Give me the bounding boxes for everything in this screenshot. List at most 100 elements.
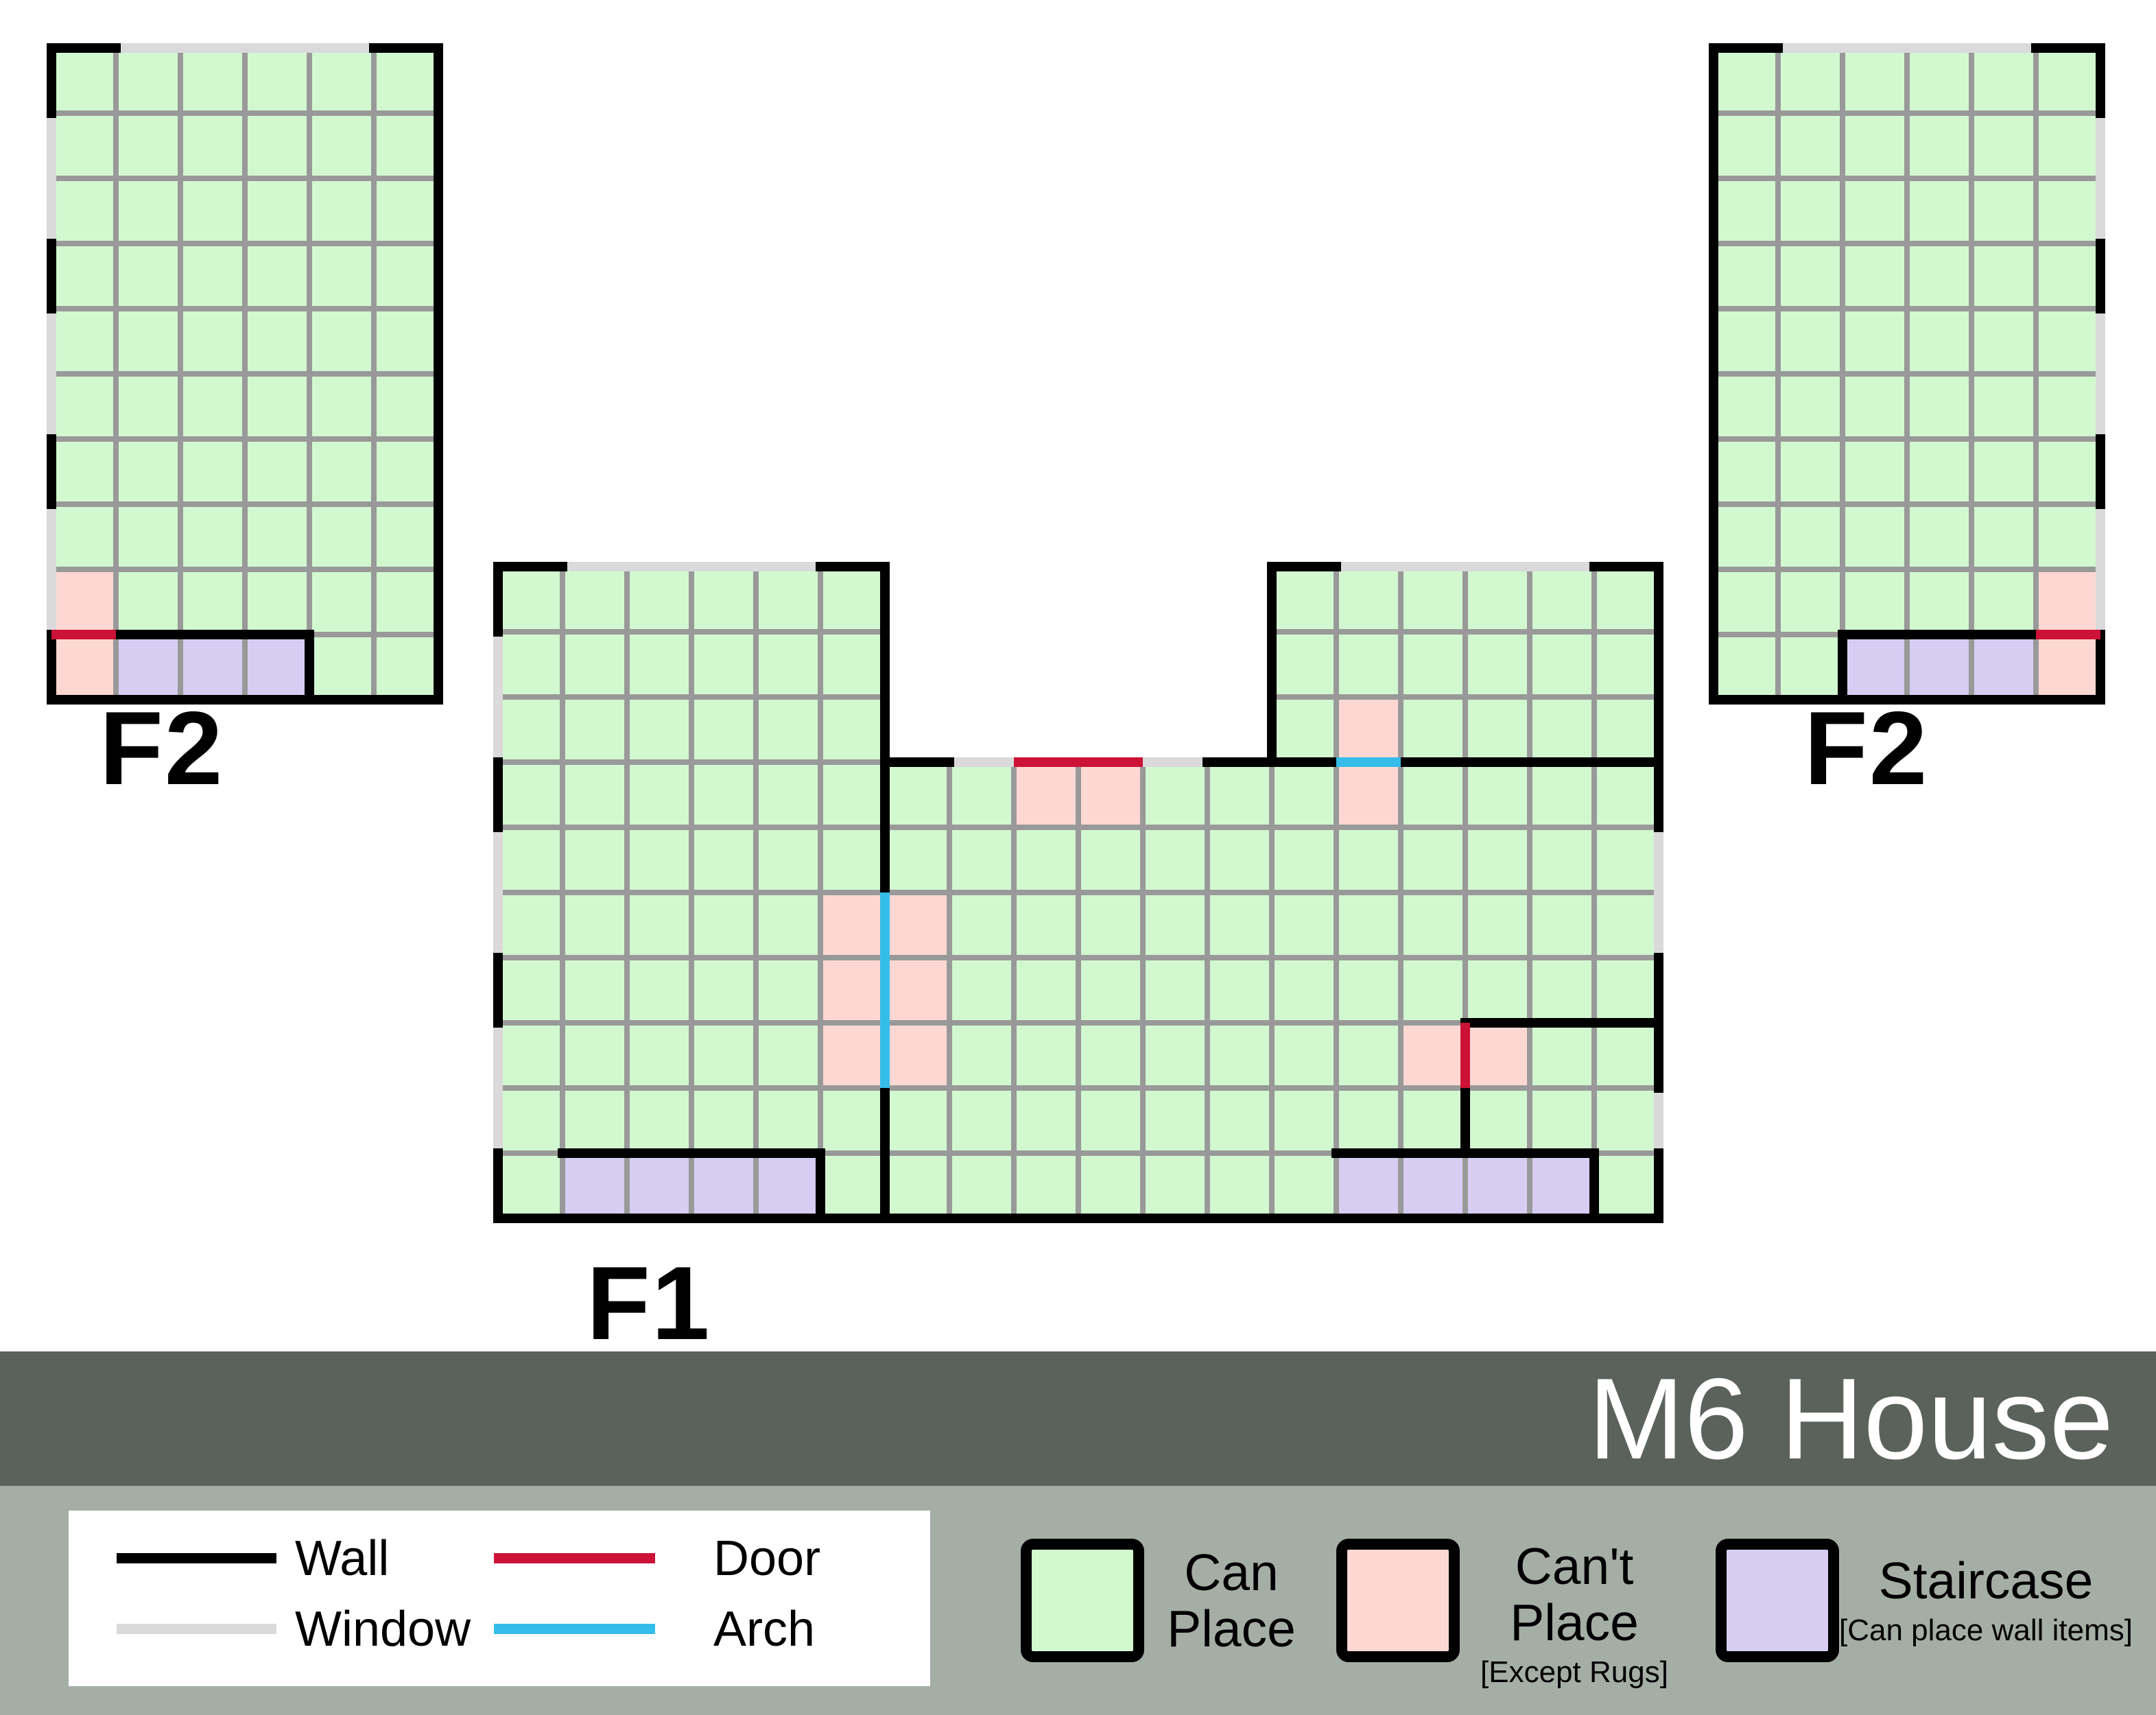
grid-cell	[1078, 1023, 1143, 1088]
grid-cell	[949, 1153, 1014, 1218]
grid-cell	[1778, 569, 1843, 635]
grid-cell	[1143, 762, 1207, 827]
grid-cell	[756, 1088, 820, 1153]
wall-segment	[1709, 695, 2105, 705]
grid-cell	[1530, 892, 1594, 958]
wall-segment	[493, 562, 567, 571]
grid-cell	[1907, 113, 1971, 178]
wall-segment	[1331, 1148, 1599, 1158]
grid-cell	[1078, 892, 1143, 958]
grid-cell	[820, 892, 885, 958]
wall-segment	[1654, 562, 1663, 832]
grid-cell	[1401, 958, 1465, 1023]
grid-cell	[1078, 1153, 1143, 1218]
window-legend-label: Window	[295, 1602, 471, 1657]
grid-cell	[309, 635, 374, 700]
can-place-swatch	[1021, 1539, 1144, 1662]
grid-cell	[1014, 1023, 1078, 1088]
grid-cell	[1014, 1153, 1078, 1218]
wall-legend-label: Wall	[295, 1531, 390, 1586]
grid-cell	[1714, 569, 1778, 635]
grid-cell	[691, 697, 756, 762]
grid-cell	[2036, 113, 2100, 178]
grid-cell	[1530, 762, 1594, 827]
wall-segment	[2031, 43, 2105, 53]
grid-cell	[245, 178, 309, 244]
grid-cell	[180, 309, 245, 374]
grid-cell	[627, 632, 691, 697]
wall-segment	[1203, 757, 1277, 767]
grid-cell	[1078, 1088, 1143, 1153]
grid-cell	[51, 504, 116, 569]
door-legend-label: Door	[713, 1531, 821, 1586]
grid-cell	[1014, 892, 1078, 958]
grid-cell	[1401, 1023, 1465, 1088]
grid-cell	[562, 632, 627, 697]
cant-place-note: [Except Rugs]	[1480, 1655, 1668, 1689]
grid-cell	[1778, 504, 1843, 569]
grid-cell	[691, 762, 756, 827]
grid-cell	[498, 892, 562, 958]
grid-cell	[1207, 1153, 1272, 1218]
grid-cell	[309, 48, 374, 113]
grid-cell	[498, 762, 562, 827]
wall-segment	[1654, 1148, 1663, 1223]
window-segment	[493, 627, 503, 767]
grid-cell	[245, 374, 309, 439]
grid-cell	[1143, 958, 1207, 1023]
grid-cell	[1465, 892, 1530, 958]
grid-cell	[820, 762, 885, 827]
grid-cell	[1778, 178, 1843, 244]
grid-cell	[949, 892, 1014, 958]
cant-place-label: Can't Place	[1510, 1537, 1639, 1651]
grid-cell	[1778, 113, 1843, 178]
grid-cell	[1401, 1088, 1465, 1153]
grid-cell	[1078, 958, 1143, 1023]
grid-cell	[309, 569, 374, 635]
grid-cell	[949, 1088, 1014, 1153]
grid-cell	[1971, 244, 2036, 309]
grid-cell	[1714, 439, 1778, 504]
grid-cell	[820, 1088, 885, 1153]
grid-cell	[1465, 1023, 1530, 1088]
grid-cell	[691, 892, 756, 958]
grid-cell	[1714, 244, 1778, 309]
grid-cell	[1530, 697, 1594, 762]
arch-legend-label: Arch	[713, 1602, 816, 1657]
staircase-legend: Staircase [Can place wall items]	[1838, 1539, 2133, 1662]
grid-cell	[1207, 762, 1272, 827]
grid-cell	[374, 48, 438, 113]
window-segment	[47, 108, 56, 248]
grid-cell	[1714, 635, 1778, 700]
window-line-swatch	[117, 1624, 276, 1634]
grid-cell	[180, 48, 245, 113]
grid-cell	[820, 632, 885, 697]
grid-cell	[1971, 113, 2036, 178]
can-place-label: Can Place	[1167, 1544, 1296, 1657]
grid-cell	[691, 1153, 756, 1218]
wall-segment	[880, 1083, 890, 1223]
grid-cell	[1207, 892, 1272, 958]
grid-cell	[1401, 697, 1465, 762]
window-segment	[558, 562, 825, 571]
grid-cell	[1843, 48, 1907, 113]
staircase-swatch	[1716, 1539, 1839, 1662]
grid-cell	[1272, 632, 1336, 697]
door-segment	[51, 630, 116, 639]
wall-segment	[1838, 630, 2041, 639]
grid-cell	[627, 697, 691, 762]
grid-cell	[562, 567, 627, 632]
wall-segment	[1709, 43, 1783, 53]
wall-segment	[1460, 1083, 1470, 1158]
wall-segment	[1396, 757, 1663, 767]
grid-cell	[1907, 635, 1971, 700]
grid-cell	[1336, 958, 1401, 1023]
grid-cell	[1530, 1023, 1594, 1088]
grid-cell	[627, 1023, 691, 1088]
grid-cell	[1907, 244, 1971, 309]
grid-cell	[627, 1088, 691, 1153]
grid-cell	[1207, 1088, 1272, 1153]
grid-cell	[756, 567, 820, 632]
wall-segment	[1267, 562, 1341, 571]
arch-segment	[880, 892, 890, 1088]
